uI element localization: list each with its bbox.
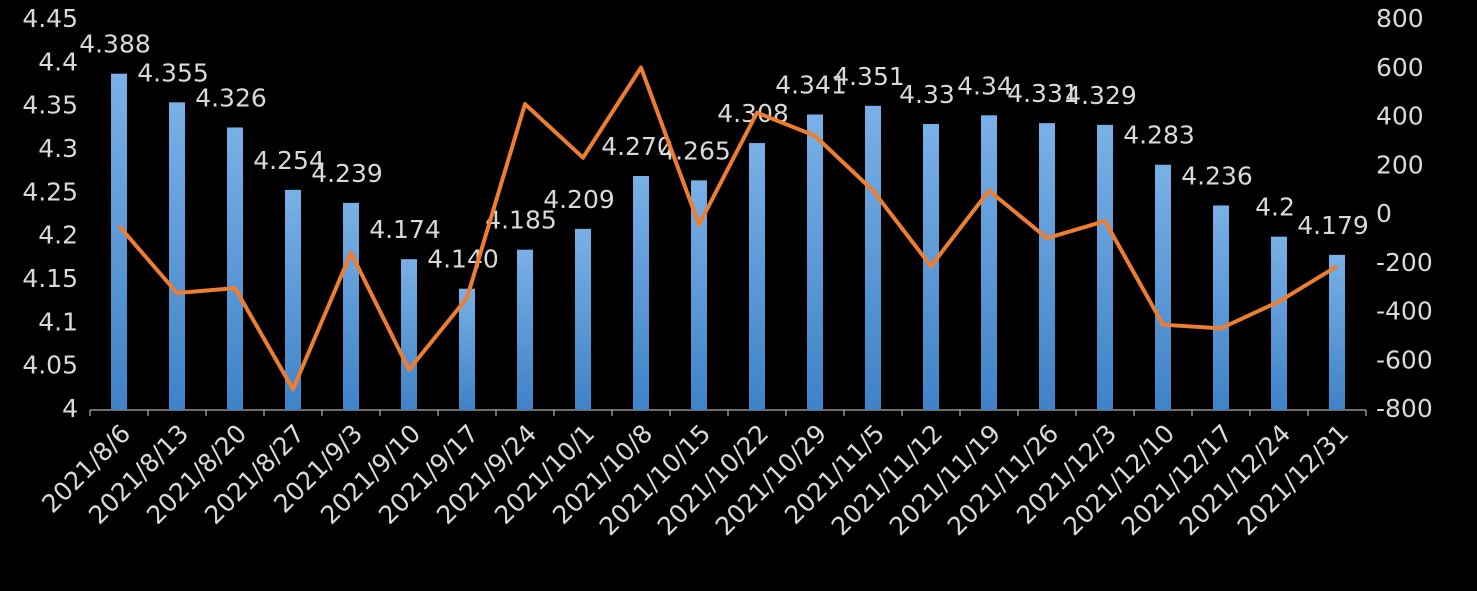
bar (285, 189, 301, 410)
data-label: 4.33 (899, 80, 955, 109)
bar (169, 102, 185, 410)
data-label: 4.174 (369, 215, 441, 244)
data-label: 4.270 (601, 132, 673, 161)
y-tick-label: 4.4 (38, 47, 78, 76)
data-label: 4.179 (1297, 211, 1369, 240)
bar (981, 115, 997, 410)
y2-tick-label: -400 (1376, 297, 1433, 326)
data-label: 4.140 (427, 245, 499, 274)
bar (633, 176, 649, 410)
data-label: 4.326 (195, 83, 267, 112)
bar (749, 143, 765, 411)
data-label: 4.388 (79, 30, 151, 59)
y-tick-label: 4.15 (22, 264, 78, 293)
bar (1097, 124, 1113, 410)
y2-tick-label: 0 (1376, 199, 1392, 228)
y-tick-label: 4.25 (22, 177, 78, 206)
line (117, 65, 1339, 392)
bar (401, 259, 417, 410)
data-label: 4.34 (957, 71, 1013, 100)
y-tick-label: 4.45 (22, 4, 78, 33)
bar (1155, 164, 1171, 410)
y2-tick-label: 600 (1376, 53, 1424, 82)
data-label: 4.355 (137, 58, 209, 87)
data-label: 4.341 (775, 70, 847, 99)
data-label: 4.254 (253, 146, 325, 175)
y-tick-label: 4.3 (38, 134, 78, 163)
y-tick-label: 4 (62, 394, 78, 423)
data-label: 4.2 (1255, 193, 1295, 222)
bar (1329, 254, 1345, 410)
bar (227, 127, 243, 410)
y2-tick-label: 800 (1376, 4, 1424, 33)
data-label: 4.236 (1181, 161, 1253, 190)
bar (517, 249, 533, 410)
data-label: 4.351 (833, 62, 905, 91)
bar (111, 73, 127, 410)
bar (343, 202, 359, 410)
y2-tick-label: -200 (1376, 248, 1433, 277)
data-label: 4.209 (543, 185, 615, 214)
data-label: 4.331 (1007, 79, 1079, 108)
data-label: 4.185 (485, 206, 557, 235)
y2-tick-label: 400 (1376, 102, 1424, 131)
y-tick-label: 4.35 (22, 91, 78, 120)
y-tick-label: 4.1 (38, 307, 78, 336)
bar (575, 228, 591, 410)
data-label: 4.283 (1123, 121, 1195, 150)
bar (865, 105, 881, 411)
bar (691, 180, 707, 410)
bar (807, 114, 823, 410)
bar (1213, 205, 1229, 410)
y-tick-label: 4.2 (38, 221, 78, 250)
y2-tick-label: -600 (1376, 345, 1433, 374)
bar (1271, 236, 1287, 410)
data-label: 4.239 (311, 159, 383, 188)
bar (1039, 123, 1055, 410)
data-label: 4.329 (1065, 81, 1137, 110)
y2-tick-label: 200 (1376, 150, 1424, 179)
bar (459, 288, 475, 410)
y-tick-label: 4.05 (22, 351, 78, 380)
y2-tick-label: -800 (1376, 394, 1433, 423)
